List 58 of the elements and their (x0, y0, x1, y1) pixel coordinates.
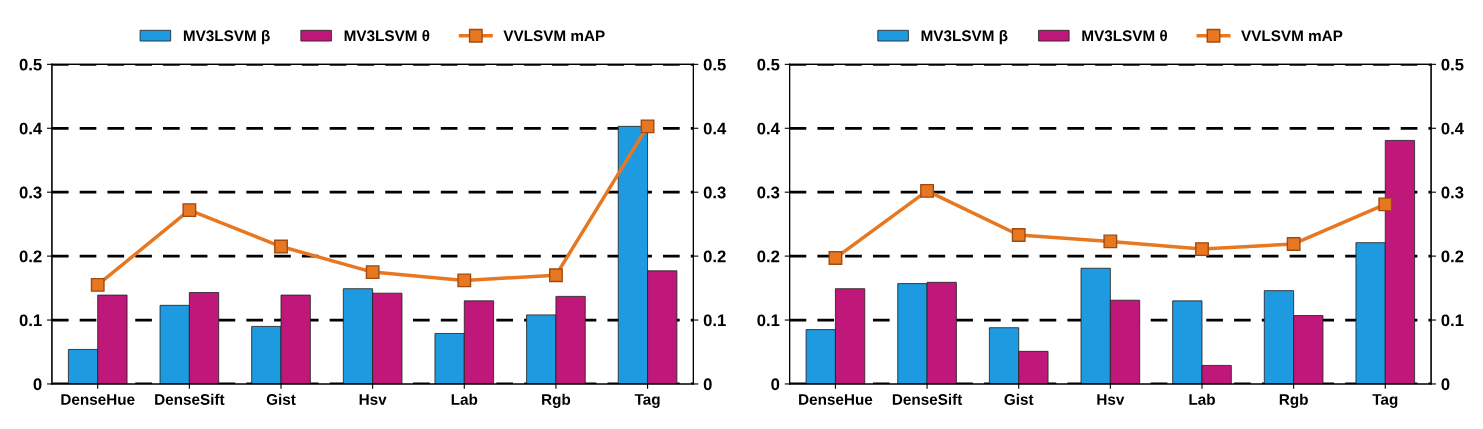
point (920, 183, 935, 198)
point (1011, 228, 1026, 242)
y2-tick-label: 0 (1441, 378, 1450, 391)
point (640, 119, 655, 134)
y-tick-label: 0.1 (757, 314, 780, 327)
x-tick-label: Gist (266, 393, 296, 405)
y-tick-label: 0.3 (19, 186, 42, 199)
y2-tick-label: 0.2 (1441, 250, 1464, 263)
point (1195, 242, 1209, 257)
x-tick-label: Tag (634, 394, 660, 408)
point (1103, 234, 1118, 249)
y2-tick-label: 0.4 (703, 122, 727, 135)
legend-label: VVLSVM mAP (503, 30, 605, 42)
y-tick-label: 0 (771, 378, 780, 391)
legend-label: MV3LSVM θ (1082, 29, 1168, 42)
legend-label: MV3LSVM θ (344, 29, 430, 42)
x-tick-label: Rgb (542, 393, 571, 408)
y2-tick-label: 0.5 (1441, 58, 1464, 71)
legend-label: VVLSVM mAP (1241, 30, 1343, 42)
x-tick-label: Lab (1189, 393, 1215, 405)
y-tick-label: 0.3 (757, 186, 780, 199)
point (828, 251, 843, 265)
x-tick-label: DenseSift (892, 393, 963, 405)
y2-tick-label: 0.4 (1441, 122, 1464, 135)
point (1286, 237, 1301, 251)
legend-label: MV3LSVM β (921, 29, 1008, 45)
y2-tick-label: 0.1 (703, 314, 726, 327)
x-tick-label: Hsv (1097, 394, 1125, 405)
x-tick-label: Gist (1004, 393, 1034, 405)
point (457, 273, 472, 288)
legend-label: MV3LSVM β (183, 29, 270, 45)
y-tick-label: 0.4 (757, 122, 780, 135)
y2-tick-label: 0.1 (1441, 314, 1464, 327)
x-tick-label: DenseHue (61, 394, 135, 405)
x-tick-label: Tag (1372, 394, 1398, 408)
y2-tick-label: 0.5 (703, 58, 726, 71)
point (90, 277, 105, 292)
point (548, 268, 563, 283)
y2-tick-label: 0.2 (703, 250, 726, 263)
point (182, 203, 197, 218)
y-tick-label: 0.5 (19, 58, 42, 71)
y-tick-label: 0.1 (19, 314, 42, 327)
y-tick-label: 0.4 (19, 122, 43, 135)
y-tick-label: 0.2 (19, 250, 42, 263)
y-tick-label: 0 (33, 378, 42, 391)
y2-tick-label: 0.3 (1441, 186, 1464, 199)
x-tick-label: Rgb (1279, 393, 1308, 408)
x-tick-label: Lab (451, 393, 478, 405)
point (1378, 197, 1393, 212)
point (274, 239, 288, 254)
y-tick-label: 0.5 (757, 58, 780, 71)
y2-tick-label: 0.3 (703, 186, 726, 199)
x-tick-label: DenseHue (799, 394, 873, 405)
y2-tick-label: 0 (703, 378, 712, 391)
point (365, 265, 380, 280)
y-tick-label: 0.2 (757, 250, 780, 263)
x-tick-label: Hsv (359, 394, 387, 405)
x-tick-label: DenseSift (155, 393, 225, 405)
